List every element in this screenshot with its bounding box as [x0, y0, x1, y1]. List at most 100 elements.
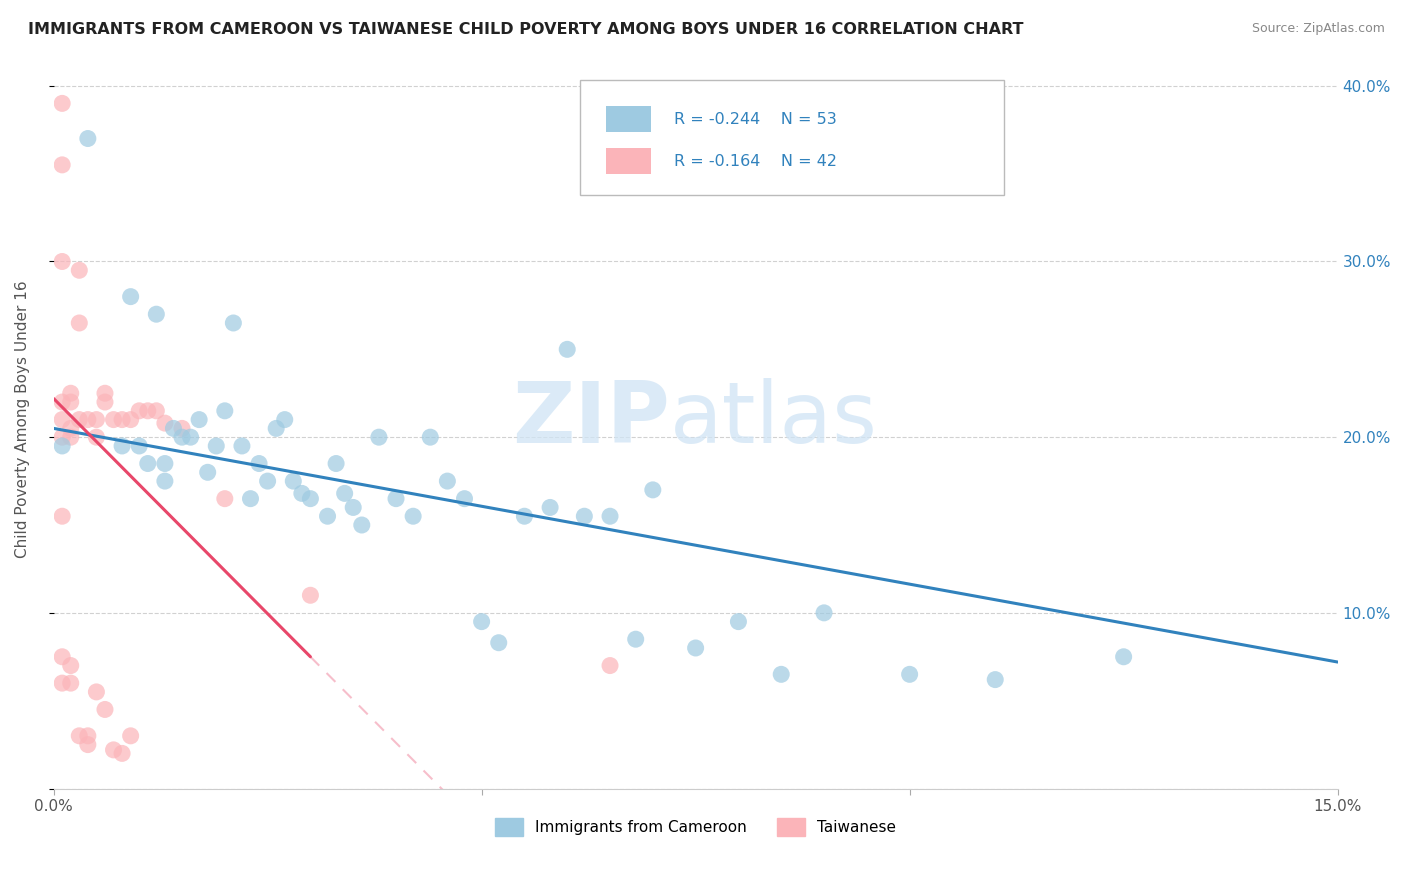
Point: [59, 395, 82, 409]
Point: [51, 412, 73, 426]
Point: [67, 263, 90, 277]
Point: [188, 412, 211, 426]
Point: [103, 743, 125, 757]
Point: [1112, 649, 1135, 664]
Point: [402, 509, 425, 524]
Point: [51, 430, 73, 444]
Point: [599, 658, 621, 673]
Point: [419, 430, 441, 444]
Point: [145, 404, 167, 418]
Point: [76, 131, 98, 145]
Point: [51, 395, 73, 409]
Point: [471, 615, 494, 629]
Point: [162, 421, 184, 435]
Point: [727, 615, 749, 629]
Point: [599, 509, 621, 524]
Text: R = -0.244    N = 53: R = -0.244 N = 53: [673, 112, 837, 127]
Text: IMMIGRANTS FROM CAMEROON VS TAIWANESE CHILD POVERTY AMONG BOYS UNDER 16 CORRELAT: IMMIGRANTS FROM CAMEROON VS TAIWANESE CH…: [28, 22, 1024, 37]
Text: R = -0.164    N = 42: R = -0.164 N = 42: [673, 153, 837, 169]
Point: [86, 685, 108, 699]
Point: [59, 386, 82, 401]
Point: [103, 412, 125, 426]
Point: [385, 491, 408, 506]
Point: [153, 416, 176, 430]
Point: [342, 500, 364, 515]
Point: [367, 430, 389, 444]
Point: [574, 509, 596, 524]
Point: [136, 404, 159, 418]
Point: [350, 518, 373, 533]
Point: [51, 676, 73, 690]
Point: [86, 412, 108, 426]
Point: [76, 412, 98, 426]
Point: [111, 412, 134, 426]
Point: [51, 649, 73, 664]
Point: [488, 636, 510, 650]
Point: [128, 439, 150, 453]
Text: ZIP: ZIP: [512, 378, 669, 461]
Point: [641, 483, 664, 497]
Point: [770, 667, 793, 681]
Point: [274, 412, 297, 426]
Point: [170, 430, 193, 444]
Point: [624, 632, 647, 647]
Point: [538, 500, 561, 515]
Point: [76, 729, 98, 743]
Point: [291, 486, 314, 500]
Point: [153, 474, 176, 488]
Point: [222, 316, 245, 330]
Point: [325, 457, 347, 471]
Point: [299, 588, 322, 602]
Point: [120, 412, 142, 426]
Point: [898, 667, 921, 681]
Point: [136, 457, 159, 471]
Point: [76, 738, 98, 752]
Point: [145, 307, 167, 321]
Point: [685, 640, 707, 655]
Point: [59, 676, 82, 690]
Point: [205, 439, 228, 453]
Point: [51, 509, 73, 524]
Bar: [606, 106, 651, 132]
Point: [120, 729, 142, 743]
Point: [247, 457, 270, 471]
Point: [59, 421, 82, 435]
Point: [51, 439, 73, 453]
Point: [86, 430, 108, 444]
Point: [94, 395, 117, 409]
Text: atlas: atlas: [669, 378, 877, 461]
Point: [51, 254, 73, 268]
Point: [231, 439, 253, 453]
Point: [67, 316, 90, 330]
Point: [51, 158, 73, 172]
Point: [513, 509, 536, 524]
Point: [283, 474, 305, 488]
Point: [299, 491, 322, 506]
Point: [94, 702, 117, 716]
Point: [239, 491, 262, 506]
FancyBboxPatch shape: [581, 80, 1004, 194]
Point: [67, 729, 90, 743]
Point: [180, 430, 202, 444]
Bar: [606, 148, 651, 174]
Point: [51, 96, 73, 111]
Point: [555, 343, 578, 357]
Point: [153, 457, 176, 471]
Point: [111, 439, 134, 453]
Point: [984, 673, 1007, 687]
Point: [256, 474, 278, 488]
Point: [59, 430, 82, 444]
Point: [94, 386, 117, 401]
Point: [316, 509, 339, 524]
Point: [111, 747, 134, 761]
Point: [170, 421, 193, 435]
Point: [67, 412, 90, 426]
Point: [453, 491, 475, 506]
Point: [436, 474, 458, 488]
Point: [214, 404, 236, 418]
Point: [128, 404, 150, 418]
Legend: Immigrants from Cameroon, Taiwanese: Immigrants from Cameroon, Taiwanese: [495, 818, 896, 836]
Text: Source: ZipAtlas.com: Source: ZipAtlas.com: [1251, 22, 1385, 36]
Y-axis label: Child Poverty Among Boys Under 16: Child Poverty Among Boys Under 16: [15, 281, 30, 558]
Point: [214, 491, 236, 506]
